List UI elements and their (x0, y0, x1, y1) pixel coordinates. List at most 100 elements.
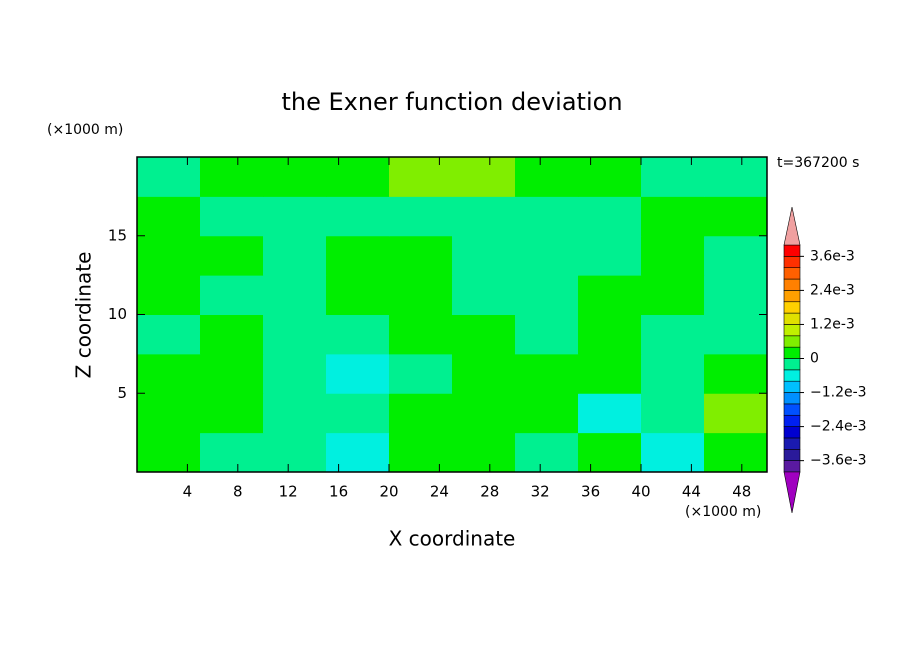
colorbar-box (783, 267, 801, 280)
contour-cell (200, 353, 264, 394)
contour-cell (263, 235, 327, 276)
contour-cell (578, 275, 642, 315)
contour-cell (452, 235, 516, 276)
y-tick-label: 5 (117, 384, 127, 402)
contour-cell (704, 353, 768, 394)
colorbar-box (783, 312, 801, 325)
contour-cell (515, 196, 579, 237)
contour-cell (515, 235, 579, 276)
colorbar-box (783, 414, 801, 427)
contour-cell (515, 432, 579, 473)
contour-cell (263, 353, 327, 394)
contour-cell (263, 196, 327, 237)
chart-title: the Exner function deviation (281, 88, 622, 116)
colorbar-tick-label: −2.4e-3 (810, 419, 867, 435)
contour-cell (704, 235, 768, 276)
colorbar-box (783, 301, 801, 314)
contour-cell (452, 157, 516, 197)
contour-cell (641, 275, 705, 315)
x-tick-label: 8 (233, 483, 243, 501)
contour-cell (704, 157, 768, 197)
contour-cell (578, 353, 642, 394)
contour-cell (578, 196, 642, 237)
contour-cell (578, 314, 642, 355)
y-unit: (×1000 m) (47, 122, 123, 138)
contour-cell (452, 393, 516, 434)
contour-cell (389, 196, 453, 237)
contour-cell (641, 235, 705, 276)
colorbar-box (783, 324, 801, 337)
colorbar-box (783, 346, 801, 359)
colorbar-box (783, 358, 801, 371)
colorbar-tick-label: 1.2e-3 (810, 316, 855, 332)
colorbar-box (783, 448, 801, 461)
x-tick-label: 24 (430, 483, 449, 501)
contour-cell (263, 314, 327, 355)
contour-cell (200, 393, 264, 434)
contour-cell (389, 157, 453, 197)
contour-cell (389, 393, 453, 434)
contour-cell (200, 275, 264, 315)
contour-cell (326, 196, 390, 237)
contour-cell (515, 353, 579, 394)
contour-cell (263, 275, 327, 315)
colorbar-tick-label: 0 (810, 351, 819, 367)
contour-cell (515, 314, 579, 355)
contour-cell (515, 393, 579, 434)
colorbar-box (783, 256, 801, 269)
colorbar-box (783, 392, 801, 405)
contour-cell (200, 196, 264, 237)
contour-cell (641, 393, 705, 434)
contour-cell (263, 393, 327, 434)
x-tick-label: 32 (531, 483, 550, 501)
contour-cell (200, 235, 264, 276)
contour-cell (137, 235, 201, 276)
contour-cell (200, 314, 264, 355)
y-tick-label: 10 (108, 305, 127, 323)
colorbar-box (783, 437, 801, 450)
contour-cell (326, 353, 390, 394)
contour-cell (137, 275, 201, 315)
contour-cell (578, 393, 642, 434)
contour-cell (704, 393, 768, 434)
x-tick-label: 28 (480, 483, 499, 501)
contour-cell (326, 157, 390, 197)
contour-cell (137, 314, 201, 355)
colorbar-under (783, 471, 801, 514)
colorbar-box (783, 460, 801, 473)
contour-cell (137, 157, 201, 197)
colorbar-box (783, 244, 801, 257)
contour-cell (578, 235, 642, 276)
contour-cell (515, 157, 579, 197)
contour-cell (452, 314, 516, 355)
contour-cell (641, 157, 705, 197)
contour-cell (704, 196, 768, 237)
contour-cell (641, 432, 705, 473)
colorbar-tick-label: −3.6e-3 (810, 453, 867, 469)
contour-cell (326, 393, 390, 434)
contour-cell (326, 432, 390, 473)
contour-cell (452, 353, 516, 394)
contour-cell (137, 353, 201, 394)
y-tick-label: 15 (108, 226, 127, 244)
contour-cell (200, 432, 264, 473)
contour-cell (389, 314, 453, 355)
contour-cell (452, 196, 516, 237)
colorbar-box (783, 403, 801, 416)
colorbar-box (783, 335, 801, 348)
contour-cell (641, 196, 705, 237)
x-tick-label: 36 (581, 483, 600, 501)
colorbar-tick-label: −1.2e-3 (810, 385, 867, 401)
time-label: t=367200 s (777, 155, 859, 171)
contour-cell (263, 432, 327, 473)
contour-cell (515, 275, 579, 315)
contour-cell (578, 157, 642, 197)
x-tick-label: 44 (682, 483, 701, 501)
contour-cell (200, 157, 264, 197)
contour-cell (137, 393, 201, 434)
colorbar-box (783, 290, 801, 303)
x-tick-label: 4 (183, 483, 193, 501)
colorbar-box (783, 426, 801, 439)
colorbar-box (783, 278, 801, 291)
